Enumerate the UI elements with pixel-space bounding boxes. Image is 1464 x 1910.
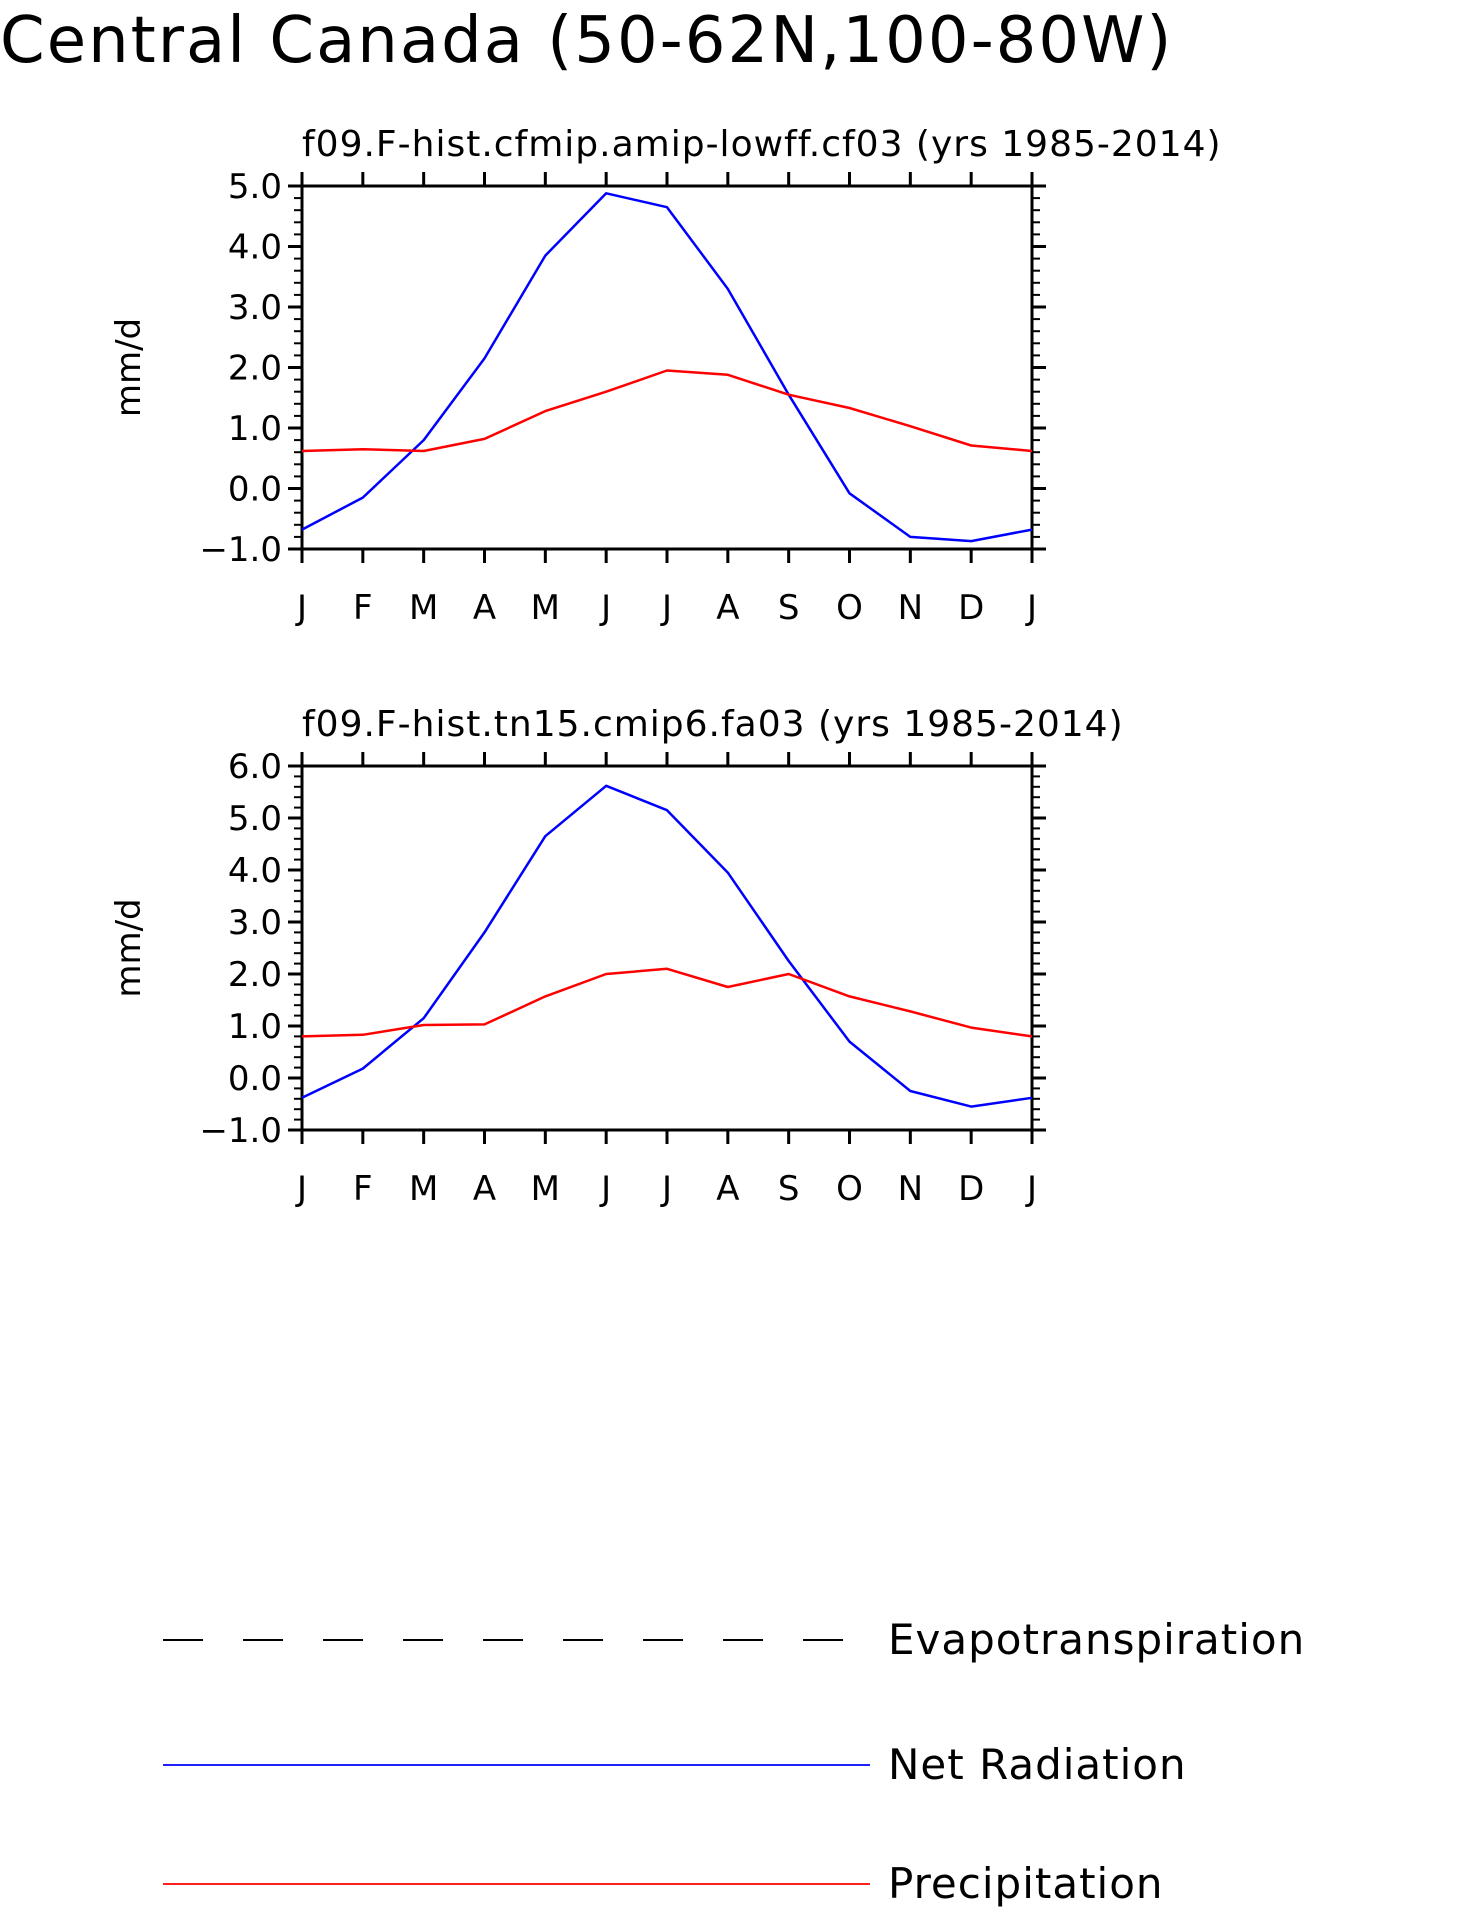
x-tick-label: M: [409, 1169, 438, 1209]
x-tick-label: A: [473, 588, 496, 628]
y-tick-label: 0.0: [228, 470, 282, 510]
x-tick-label: A: [716, 588, 739, 628]
y-tick-label: 3.0: [228, 903, 282, 943]
x-tick-label: N: [898, 1169, 923, 1209]
x-tick-label: J: [660, 1169, 672, 1209]
y-tick-label: −1.0: [199, 530, 282, 570]
x-tick-label: M: [409, 588, 438, 628]
y-axis-label: mm/d: [109, 898, 149, 997]
chart-title: f09.F-hist.cfmip.amip-lowff.cf03 (yrs 19…: [302, 124, 1222, 165]
x-tick-label: M: [531, 1169, 560, 1209]
x-tick-label: A: [716, 1169, 739, 1209]
y-tick-label: 1.0: [228, 1007, 282, 1047]
y-tick-label: 4.0: [228, 228, 282, 268]
x-tick-label: F: [353, 588, 373, 628]
x-tick-label: D: [958, 1169, 984, 1209]
y-tick-label: 3.0: [228, 288, 282, 328]
x-tick-label: J: [599, 1169, 611, 1209]
x-tick-label: J: [1025, 1169, 1037, 1209]
chart-title: f09.F-hist.tn15.cmip6.fa03 (yrs 1985-201…: [302, 704, 1124, 745]
x-tick-label: J: [660, 588, 672, 628]
charts-group: f09.F-hist.cfmip.amip-lowff.cf03 (yrs 19…: [109, 124, 1222, 1209]
series-line-precipitation: [301, 967, 1033, 1038]
y-tick-label: 6.0: [228, 747, 282, 787]
x-tick-label: O: [836, 1169, 863, 1209]
y-tick-label: 5.0: [228, 167, 282, 207]
x-tick-label: J: [1025, 588, 1037, 628]
series-line-net-radiation: [301, 192, 1033, 543]
legend-label-1: Evapotranspiration: [888, 1615, 1305, 1664]
legend: Evapotranspiration Net Radiation Precipita…: [163, 1615, 1305, 1908]
chart-2: f09.F-hist.tn15.cmip6.fa03 (yrs 1985-201…: [109, 704, 1124, 1209]
x-tick-label: O: [836, 588, 863, 628]
plot-frame: [300, 764, 1034, 1132]
series-line-precipitation: [301, 369, 1033, 453]
x-tick-label: S: [778, 588, 800, 628]
legend-label-2: Net Radiation: [888, 1740, 1187, 1789]
x-tick-label: F: [353, 1169, 373, 1209]
x-tick-label: D: [958, 588, 984, 628]
x-tick-label: J: [295, 1169, 307, 1209]
x-tick-label: M: [531, 588, 560, 628]
y-tick-label: 2.0: [228, 349, 282, 389]
y-tick-label: 0.0: [228, 1059, 282, 1099]
y-tick-label: 1.0: [228, 409, 282, 449]
series-line-net-radiation: [301, 784, 1033, 1108]
legend-label-3: Precipitation: [888, 1859, 1164, 1908]
y-tick-label: −1.0: [199, 1111, 282, 1151]
chart-1: f09.F-hist.cfmip.amip-lowff.cf03 (yrs 19…: [109, 124, 1222, 628]
x-tick-label: J: [599, 588, 611, 628]
x-tick-label: N: [898, 588, 923, 628]
x-tick-label: S: [778, 1169, 800, 1209]
plot-frame: [300, 184, 1034, 551]
x-tick-label: J: [295, 588, 307, 628]
y-tick-label: 4.0: [228, 851, 282, 891]
x-tick-label: A: [473, 1169, 496, 1209]
y-tick-label: 5.0: [228, 799, 282, 839]
y-tick-label: 2.0: [228, 955, 282, 995]
page-title: Central Canada (50-62N,100-80W): [0, 4, 1173, 78]
y-axis-label: mm/d: [109, 318, 149, 417]
